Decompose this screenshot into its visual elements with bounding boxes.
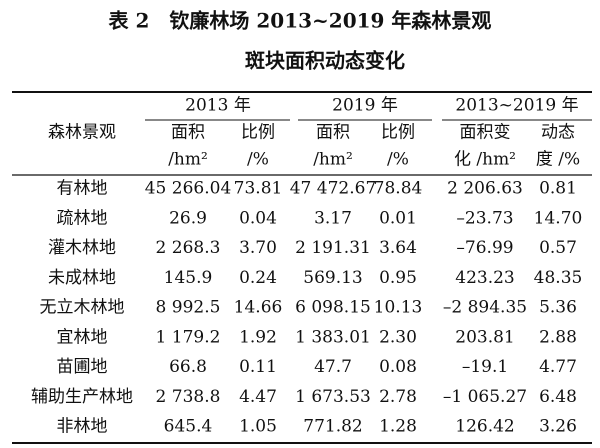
cell: 771.82 <box>303 417 362 437</box>
cell: 48.35 <box>534 268 583 288</box>
cell: 569.13 <box>303 268 362 288</box>
cell: 0.04 <box>239 208 277 228</box>
row-label: 未成林地 <box>48 268 116 288</box>
cell: 145.9 <box>164 268 213 288</box>
cell: 2 268.3 <box>156 238 221 258</box>
cell: 3.64 <box>379 238 417 258</box>
group-header: 2013 年 <box>185 96 251 116</box>
column-header: /% <box>387 150 409 170</box>
cell: 47 472.67 <box>290 179 377 199</box>
cell: –19.1 <box>462 357 508 377</box>
cell: 73.81 <box>234 179 283 199</box>
cell: 2 738.8 <box>156 387 221 407</box>
cell: 3.70 <box>239 238 277 258</box>
cell: 14.66 <box>234 298 283 318</box>
title-line: 表 2 钦廉林场 2013~2019 年森林景观 <box>109 9 492 33</box>
cell: 0.81 <box>539 179 577 199</box>
cell: 45 266.04 <box>145 179 232 199</box>
cell: 1.28 <box>379 417 417 437</box>
cell: 5.36 <box>539 298 577 318</box>
cell: 0.11 <box>239 357 277 377</box>
column-header: /hm² <box>313 150 353 170</box>
cell: 78.84 <box>374 179 423 199</box>
group-header: 2019 年 <box>332 96 398 116</box>
row-label: 疏林地 <box>57 208 108 228</box>
column-header: 度 /% <box>536 150 580 170</box>
cell: 26.9 <box>169 208 207 228</box>
cell: 1 383.01 <box>295 327 371 347</box>
cell: 126.42 <box>455 417 514 437</box>
column-header: 比例 <box>381 123 415 143</box>
cell: –23.73 <box>456 208 513 228</box>
row-label: 有林地 <box>57 179 108 199</box>
cell: 8 992.5 <box>156 298 221 318</box>
row-label: 无立木林地 <box>40 298 125 318</box>
cell: 1 673.53 <box>295 387 371 407</box>
cell: 3.17 <box>314 208 352 228</box>
cell: 14.70 <box>534 208 583 228</box>
row-label: 宜林地 <box>57 327 108 347</box>
cell: 0.95 <box>379 268 417 288</box>
column-header: /hm² <box>168 150 208 170</box>
cell: 0.08 <box>379 357 417 377</box>
row-label: 灌木林地 <box>48 238 116 258</box>
column-header: /% <box>247 150 269 170</box>
cell: 0.01 <box>379 208 417 228</box>
cell: 66.8 <box>169 357 207 377</box>
cell: 1.92 <box>239 327 277 347</box>
cell: 2 206.63 <box>447 179 523 199</box>
column-header: 面积变 <box>460 123 511 143</box>
row-label: 非林地 <box>57 417 108 437</box>
column-header: 化 /hm² <box>454 150 516 170</box>
cell: 4.47 <box>239 387 277 407</box>
column-header: 动态 <box>541 123 575 143</box>
group-header: 2013~2019 年 <box>455 96 578 116</box>
cell: 0.24 <box>239 268 277 288</box>
cell: 203.81 <box>455 327 514 347</box>
cell: 6.48 <box>539 387 577 407</box>
column-header: 面积 <box>171 123 205 143</box>
cell: 0.57 <box>539 238 577 258</box>
cell: 1.05 <box>239 417 277 437</box>
cell: 10.13 <box>374 298 423 318</box>
cell: –2 894.35 <box>443 298 527 318</box>
cell: 3.26 <box>539 417 577 437</box>
cell: 1 179.2 <box>156 327 221 347</box>
column-header: 面积 <box>316 123 350 143</box>
row-label: 苗圃地 <box>57 357 108 377</box>
cell: 423.23 <box>455 268 514 288</box>
column-header: 比例 <box>241 123 275 143</box>
cell: 4.77 <box>539 357 577 377</box>
cell: 47.7 <box>314 357 352 377</box>
cell: 2.88 <box>539 327 577 347</box>
cell: –1 065.27 <box>443 387 527 407</box>
cell: 6 098.15 <box>295 298 371 318</box>
row-label-header: 森林景观 <box>48 123 116 143</box>
cell: 2 191.31 <box>295 238 371 258</box>
cell: 2.78 <box>379 387 417 407</box>
title-line: 斑块面积动态变化 <box>245 49 405 73</box>
cell: 645.4 <box>164 417 213 437</box>
cell: 2.30 <box>379 327 417 347</box>
row-label: 辅助生产林地 <box>31 387 133 407</box>
cell: –76.99 <box>456 238 513 258</box>
